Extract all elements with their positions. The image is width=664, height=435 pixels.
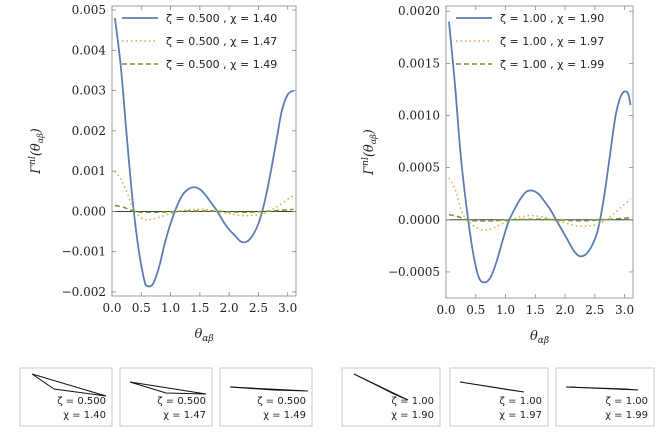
x-tick-label: 1.0 [496, 303, 515, 317]
chart-panel-1: 0.0 0.5 1.0 1.5 2.0 2.5 3.0 −0.002 −0.001 0.000 0.… [28, 3, 297, 344]
triangle-chi-label: χ = 1.97 [499, 410, 542, 421]
triangle-inset-4: ζ = 1.00 χ = 1.90 [341, 367, 441, 427]
legend-label-3: ζ = 1.00 , χ = 1.99 [500, 58, 604, 71]
x-tick-label: 0.0 [436, 303, 455, 317]
triangle-chi-label: χ = 1.99 [605, 410, 648, 421]
inset-frame [219, 367, 313, 427]
y-tick-label: 0.003 [72, 84, 106, 98]
triangle-shape [129, 381, 207, 395]
series-line-1 [114, 17, 295, 288]
y-tick-label: 0.005 [72, 3, 106, 17]
y-axis-label: Γnl(θαβ) [28, 128, 45, 175]
triangle-inset-1: ζ = 0.500 χ = 1.40 [19, 367, 113, 427]
x-tick-label: 2.0 [556, 303, 575, 317]
legend-label-2: ζ = 0.500 , χ = 1.47 [166, 35, 277, 48]
triangle-inset-2: ζ = 0.500 χ = 1.47 [119, 367, 213, 427]
x-tick-label: 2.5 [585, 303, 604, 317]
inset-frame [19, 367, 113, 427]
triangle-inset-5: ζ = 1.00 χ = 1.97 [449, 367, 549, 427]
x-tick-label: 0.0 [102, 301, 121, 315]
x-axis-label: θαβ [194, 327, 213, 344]
y-tick-label: 0.0020 [398, 4, 440, 18]
x-tick-label: 3.0 [278, 301, 297, 315]
x-tick-label: 1.5 [190, 301, 209, 315]
triangle-shape [353, 373, 409, 401]
y-tick-label: 0.0015 [398, 56, 440, 70]
x-axis-label: θαβ [530, 329, 549, 346]
plot-frame [111, 5, 297, 297]
triangle-shape [565, 386, 639, 391]
triangle-chi-label: χ = 1.90 [391, 410, 434, 421]
chart-panel-2: 0.0 0.5 1.0 1.5 2.0 2.5 3.0 −0.0005 0.0000 0.0005… [361, 4, 634, 346]
legend-label-2: ζ = 1.00 , χ = 1.97 [500, 35, 604, 48]
y-tick-label: 0.0000 [398, 213, 440, 227]
triangle-chi-label: χ = 1.49 [263, 410, 306, 421]
triangle-shape [229, 386, 309, 392]
triangle-zeta-label: ζ = 0.500 [57, 396, 106, 407]
x-tick-label: 2.5 [249, 301, 268, 315]
series-line-3 [114, 204, 294, 214]
triangle-inset-3: ζ = 0.500 χ = 1.49 [219, 367, 313, 427]
y-tick-label: −0.0005 [388, 265, 440, 279]
triangle-shape [31, 373, 107, 397]
y-tick-label: 0.000 [72, 204, 106, 218]
inset-frame [449, 367, 549, 427]
triangle-zeta-label: ζ = 0.500 [257, 396, 306, 407]
triangle-chi-label: χ = 1.47 [163, 410, 206, 421]
y-tick-label: −0.001 [62, 245, 106, 259]
x-tick-label: 3.0 [615, 303, 634, 317]
triangle-zeta-label: ζ = 1.00 [500, 396, 542, 407]
triangle-zeta-label: ζ = 1.00 [606, 396, 648, 407]
legend-label-1: ζ = 0.500 , χ = 1.40 [166, 12, 277, 25]
y-axis-label: Γnl(θαβ) [361, 129, 378, 176]
inset-frame [341, 367, 441, 427]
series-line-3 [448, 213, 631, 222]
series-line-2 [114, 170, 294, 221]
x-tick-label: 2.0 [220, 301, 239, 315]
inset-frame [119, 367, 213, 427]
y-tick-label: 0.001 [72, 164, 106, 178]
x-tick-label: 0.5 [466, 303, 485, 317]
triangle-zeta-label: ζ = 1.00 [392, 396, 434, 407]
x-tick-label: 0.5 [132, 301, 151, 315]
triangle-shape [459, 381, 525, 393]
y-tick-label: 0.004 [72, 43, 107, 57]
legend-label-1: ζ = 1.00 , χ = 1.90 [500, 12, 604, 25]
y-tick-label: 0.0005 [398, 161, 440, 175]
x-tick-label: 1.5 [526, 303, 545, 317]
legend-label-3: ζ = 0.500 , χ = 1.49 [166, 58, 277, 71]
y-tick-label: 0.002 [72, 124, 106, 138]
plot-frame [445, 5, 634, 299]
triangle-inset-6: ζ = 1.00 χ = 1.99 [555, 367, 655, 427]
x-tick-label: 1.0 [161, 301, 180, 315]
triangle-zeta-label: ζ = 0.500 [157, 396, 206, 407]
series-line-1 [448, 21, 632, 284]
y-tick-label: 0.0010 [398, 109, 440, 123]
y-tick-label: −0.002 [62, 285, 106, 299]
inset-frame [555, 367, 655, 427]
triangle-chi-label: χ = 1.40 [63, 410, 106, 421]
